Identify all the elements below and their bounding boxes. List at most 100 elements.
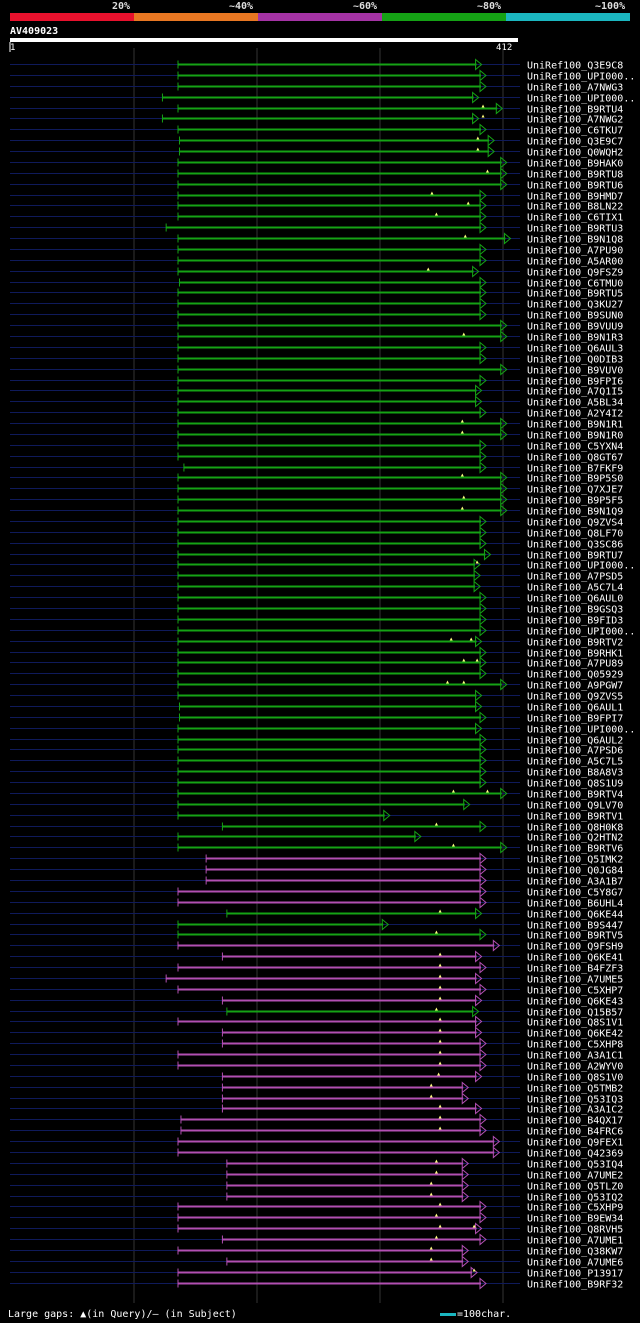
hit-label: UniRef100_A7NWG2 [527,115,623,126]
hit-label: UniRef100_Q6AUL2 [527,736,623,747]
gap-marker [437,1072,441,1076]
gap-marker [438,952,442,956]
gap-marker [434,822,438,826]
identity-color-legend [10,13,630,21]
hit-label: UniRef100_A5AR00 [527,257,623,268]
hit-end-arrow [479,885,487,898]
hit-label: UniRef100_B9RTU7 [527,551,623,562]
hit-end-arrow [479,646,487,659]
hit-label: UniRef100_A3A1C2 [527,1105,623,1116]
hit-label: UniRef100_C6TIX1 [527,213,623,224]
hit-end-arrow [479,461,487,474]
gap-marker [438,974,442,978]
hit-end-arrow [487,145,495,158]
hit-label: UniRef100_Q5TMB2 [527,1084,623,1095]
hit-end-arrow [414,830,422,843]
hit-end-arrow [479,1277,487,1290]
hit-end-arrow [461,1092,470,1105]
hit-end-arrow [479,896,487,909]
hit-end-arrow [479,863,487,876]
hit-label: UniRef100_Q3E9C7 [527,137,623,148]
legend-swatch-60 [258,13,382,21]
hit-label: UniRef100_B9RTV6 [527,844,623,855]
hit-end-arrow [479,199,487,212]
hit-end-arrow [479,874,487,887]
hit-end-arrow [472,1005,480,1018]
gap-marker [462,495,466,499]
hit-end-arrow [500,330,508,343]
hit-end-arrow [479,439,487,452]
hit-end-arrow [475,1015,483,1028]
hit-end-arrow [479,776,487,789]
hit-label: UniRef100_C5Y8G7 [527,888,623,899]
gap-marker [438,1039,442,1043]
hit-label: UniRef100_B9P5S0 [527,474,623,485]
gap-marker [446,680,449,684]
gap-marker [438,1126,442,1130]
gap-marker [438,1050,442,1054]
hit-label: UniRef100_A5C7L4 [527,583,623,594]
hit-label: UniRef100_Q8S1V0 [527,1073,623,1084]
hit-label: UniRef100_Q8RVH5 [527,1225,623,1236]
hit-label: UniRef100_A9PGW7 [527,681,623,692]
hit-end-arrow [500,363,508,376]
hit-label: UniRef100_B9N1R3 [527,333,623,344]
hit-end-arrow [479,450,487,463]
hit-end-arrow [500,482,508,495]
legend-swatch-20 [10,13,134,21]
hit-label: UniRef100_B9RTU4 [527,105,623,116]
hit-end-arrow [479,591,487,604]
hit-label: UniRef100_A5C7L5 [527,757,623,768]
gap-marker [438,963,442,967]
hit-end-arrow [472,91,480,104]
hit-end-arrow [479,602,487,615]
hit-label: UniRef100_P13917 [527,1269,623,1280]
hit-label: UniRef100_B9FPI6 [527,377,623,388]
hit-end-arrow [472,265,480,278]
gap-marker [429,1094,433,1098]
gap-marker [434,1170,438,1174]
hit-end-arrow [472,112,480,125]
hit-label: UniRef100_A5BL34 [527,398,623,409]
hit-label: UniRef100_C5XHP8 [527,1040,623,1051]
hit-end-arrow [479,537,487,550]
hit-end-arrow [463,798,471,811]
hit-end-arrow [475,972,483,985]
gap-marker [434,1213,438,1217]
hit-label: UniRef100_Q38KW7 [527,1247,623,1258]
hit-end-arrow [479,1113,487,1126]
hit-label: UniRef100_Q0DIB3 [527,355,623,366]
hit-end-arrow [475,907,483,920]
query-bar [10,38,518,42]
hit-end-arrow [500,319,508,332]
legend-swatch-40 [134,13,258,21]
gap-marker [429,1192,433,1196]
gap-marker [460,419,464,423]
hit-label: UniRef100_A3A1B7 [527,877,623,888]
legend-swatch-100 [506,13,630,21]
hit-end-arrow [475,1222,483,1235]
hit-label: UniRef100_UPI000.. [527,561,635,572]
gap-marker [476,136,480,140]
hit-end-arrow [475,58,483,71]
hit-end-arrow [475,700,483,713]
hit-label: UniRef100_B4FZF3 [527,964,623,975]
hit-end-arrow [479,1211,487,1224]
hit-label: UniRef100_UPI000.. [527,72,635,83]
hit-end-arrow [500,678,508,691]
hit-label: UniRef100_Q5IMK2 [527,855,623,866]
gap-marker [434,930,438,934]
hit-label: UniRef100_B9EW34 [527,1214,623,1225]
hit-label: UniRef100_B9P5F5 [527,496,623,507]
hit-end-arrow [479,852,487,865]
legend-swatch-80 [382,13,506,21]
hit-end-arrow [479,1233,487,1246]
gap-marker [429,1083,433,1087]
hit-end-arrow [461,1168,470,1181]
legend-tick-100: ~100% [595,1,626,12]
gap-marker [475,658,479,662]
hit-end-arrow [479,820,487,833]
hit-end-arrow [479,1037,487,1050]
gap-marker [426,267,430,271]
gap-marker [485,789,489,793]
